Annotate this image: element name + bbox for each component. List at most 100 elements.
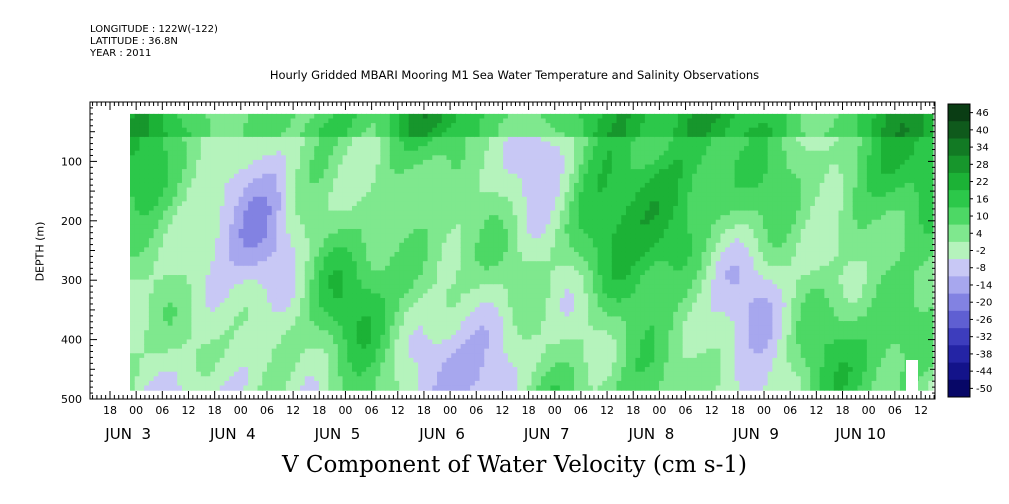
heat-cell [507, 380, 514, 387]
heat-cell [224, 224, 230, 230]
heat-cell [522, 146, 528, 152]
heat-cell [300, 279, 306, 285]
heat-cell [347, 348, 353, 354]
heat-cell [167, 118, 174, 124]
heat-cell [177, 362, 183, 368]
heat-cell [196, 256, 202, 262]
heat-cell [144, 113, 150, 120]
heat-cell [200, 155, 207, 161]
heat-cell [437, 339, 443, 345]
heat-cell [281, 182, 287, 189]
heat-cell [455, 330, 462, 336]
heat-cell [238, 371, 244, 377]
heat-cell [205, 362, 211, 368]
heat-cell [503, 187, 509, 193]
heat-cell [309, 311, 315, 318]
heat-cell [134, 159, 141, 166]
heat-cell [394, 247, 400, 253]
heat-cell [276, 330, 282, 336]
heat-cell [323, 288, 329, 295]
heat-cell [314, 380, 320, 387]
heat-cell [210, 353, 216, 359]
heat-cell [352, 325, 358, 331]
heat-cell [460, 367, 466, 373]
heat-cell [177, 205, 183, 212]
heat-cell [403, 219, 410, 225]
heat-cell [252, 136, 259, 143]
heat-cell [385, 132, 391, 138]
heat-cell [295, 256, 301, 262]
heat-cell [238, 233, 244, 239]
heat-cell [172, 164, 178, 170]
heat-cell [257, 307, 263, 313]
heat-cell [385, 118, 391, 124]
heat-cell [224, 385, 230, 391]
heat-cell [403, 261, 410, 267]
heat-cell [366, 362, 372, 368]
heat-cell [290, 238, 296, 244]
heat-cell [153, 113, 159, 120]
heat-cell [342, 169, 348, 175]
heat-cell [191, 307, 197, 313]
heat-cell [191, 196, 197, 202]
heat-cell [328, 270, 334, 276]
heat-cell [427, 215, 433, 221]
heat-cell [304, 307, 311, 313]
heat-cell [281, 164, 287, 170]
heat-cell [224, 371, 230, 377]
heat-cell [163, 173, 169, 179]
heat-cell [366, 316, 372, 322]
heat-cell [181, 321, 188, 327]
heat-cell [437, 311, 443, 318]
heat-cell [356, 279, 363, 285]
heat-cell [163, 339, 169, 345]
heat-cell [130, 159, 136, 166]
heat-cell [337, 270, 344, 276]
heat-cell [144, 201, 150, 207]
heat-cell [389, 173, 396, 179]
heat-cell [517, 302, 523, 308]
heat-cell [451, 353, 457, 359]
heat-cell [422, 210, 429, 216]
heat-cell [238, 164, 244, 170]
heat-cell [130, 150, 136, 156]
heat-cell [191, 293, 197, 299]
heat-cell [370, 261, 377, 267]
heat-cell [153, 279, 159, 285]
heat-cell [304, 136, 311, 143]
heat-cell [470, 127, 476, 133]
heat-cell [191, 284, 197, 290]
heat-cell [465, 238, 471, 244]
heat-cell [503, 316, 509, 322]
heat-cell [403, 242, 410, 248]
heat-cell [229, 113, 235, 120]
heat-cell [318, 247, 325, 253]
heat-cell [493, 201, 500, 207]
heat-cell [158, 192, 164, 198]
heat-cell [144, 155, 150, 161]
heat-cell [304, 353, 311, 359]
heat-cell [210, 192, 216, 198]
heat-cell [318, 344, 325, 350]
heat-cell [427, 316, 433, 322]
heat-cell [385, 256, 391, 262]
heat-cell [181, 284, 188, 290]
heat-cell [266, 164, 273, 170]
heat-cell [153, 256, 159, 262]
heat-cell [158, 288, 164, 295]
heat-cell [309, 127, 315, 133]
heat-cell [243, 182, 249, 189]
heat-cell [347, 357, 353, 364]
heat-cell [370, 344, 377, 350]
heat-cell [356, 155, 363, 161]
heat-cell [172, 123, 178, 129]
heat-cell [257, 367, 263, 373]
heat-cell [148, 159, 155, 166]
heat-cell [441, 334, 448, 341]
heat-cell [460, 371, 466, 377]
heat-cell [413, 316, 419, 322]
heat-cell [418, 118, 424, 124]
heat-cell [271, 316, 278, 322]
heat-cell [163, 288, 169, 295]
heat-cell [328, 224, 334, 230]
